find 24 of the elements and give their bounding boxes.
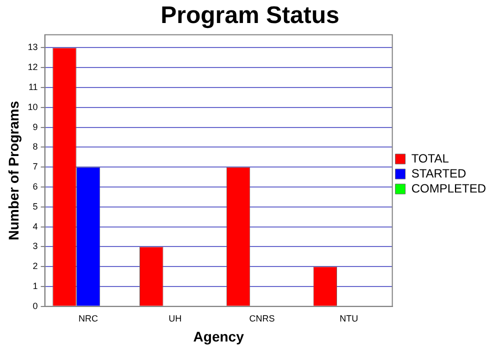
y-tick-label: 13: [28, 42, 38, 52]
y-tick-label: 6: [32, 182, 38, 192]
y-tick-label: 3: [32, 241, 38, 252]
x-axis-title: Agency: [193, 328, 244, 344]
legend-label: TOTAL: [411, 151, 450, 166]
chart-title: Program Status: [160, 2, 340, 30]
x-tick-label: CNRS: [249, 313, 275, 324]
y-tick-label: 8: [32, 142, 38, 152]
y-axis-title: Number of Programs: [5, 100, 22, 240]
y-tick-label: 11: [28, 82, 38, 92]
y-tick-label: 12: [28, 62, 38, 72]
y-tick-label: 9: [32, 122, 38, 132]
y-tick-label: 7: [32, 162, 38, 172]
y-tick-label: 10: [28, 102, 38, 112]
x-tick-label: UH: [168, 313, 182, 324]
x-tick-label: NTU: [340, 313, 358, 324]
y-tick-label: 1: [32, 280, 38, 291]
legend-label: STARTED: [411, 166, 467, 180]
y-tick-label: 2: [32, 261, 38, 272]
x-tick-label: NRC: [78, 313, 98, 324]
legend-label: COMPLETED: [411, 181, 486, 196]
y-tick-label: 5: [32, 201, 38, 212]
y-tick-label: 0: [32, 300, 38, 311]
y-tick-label: 4: [32, 221, 38, 232]
